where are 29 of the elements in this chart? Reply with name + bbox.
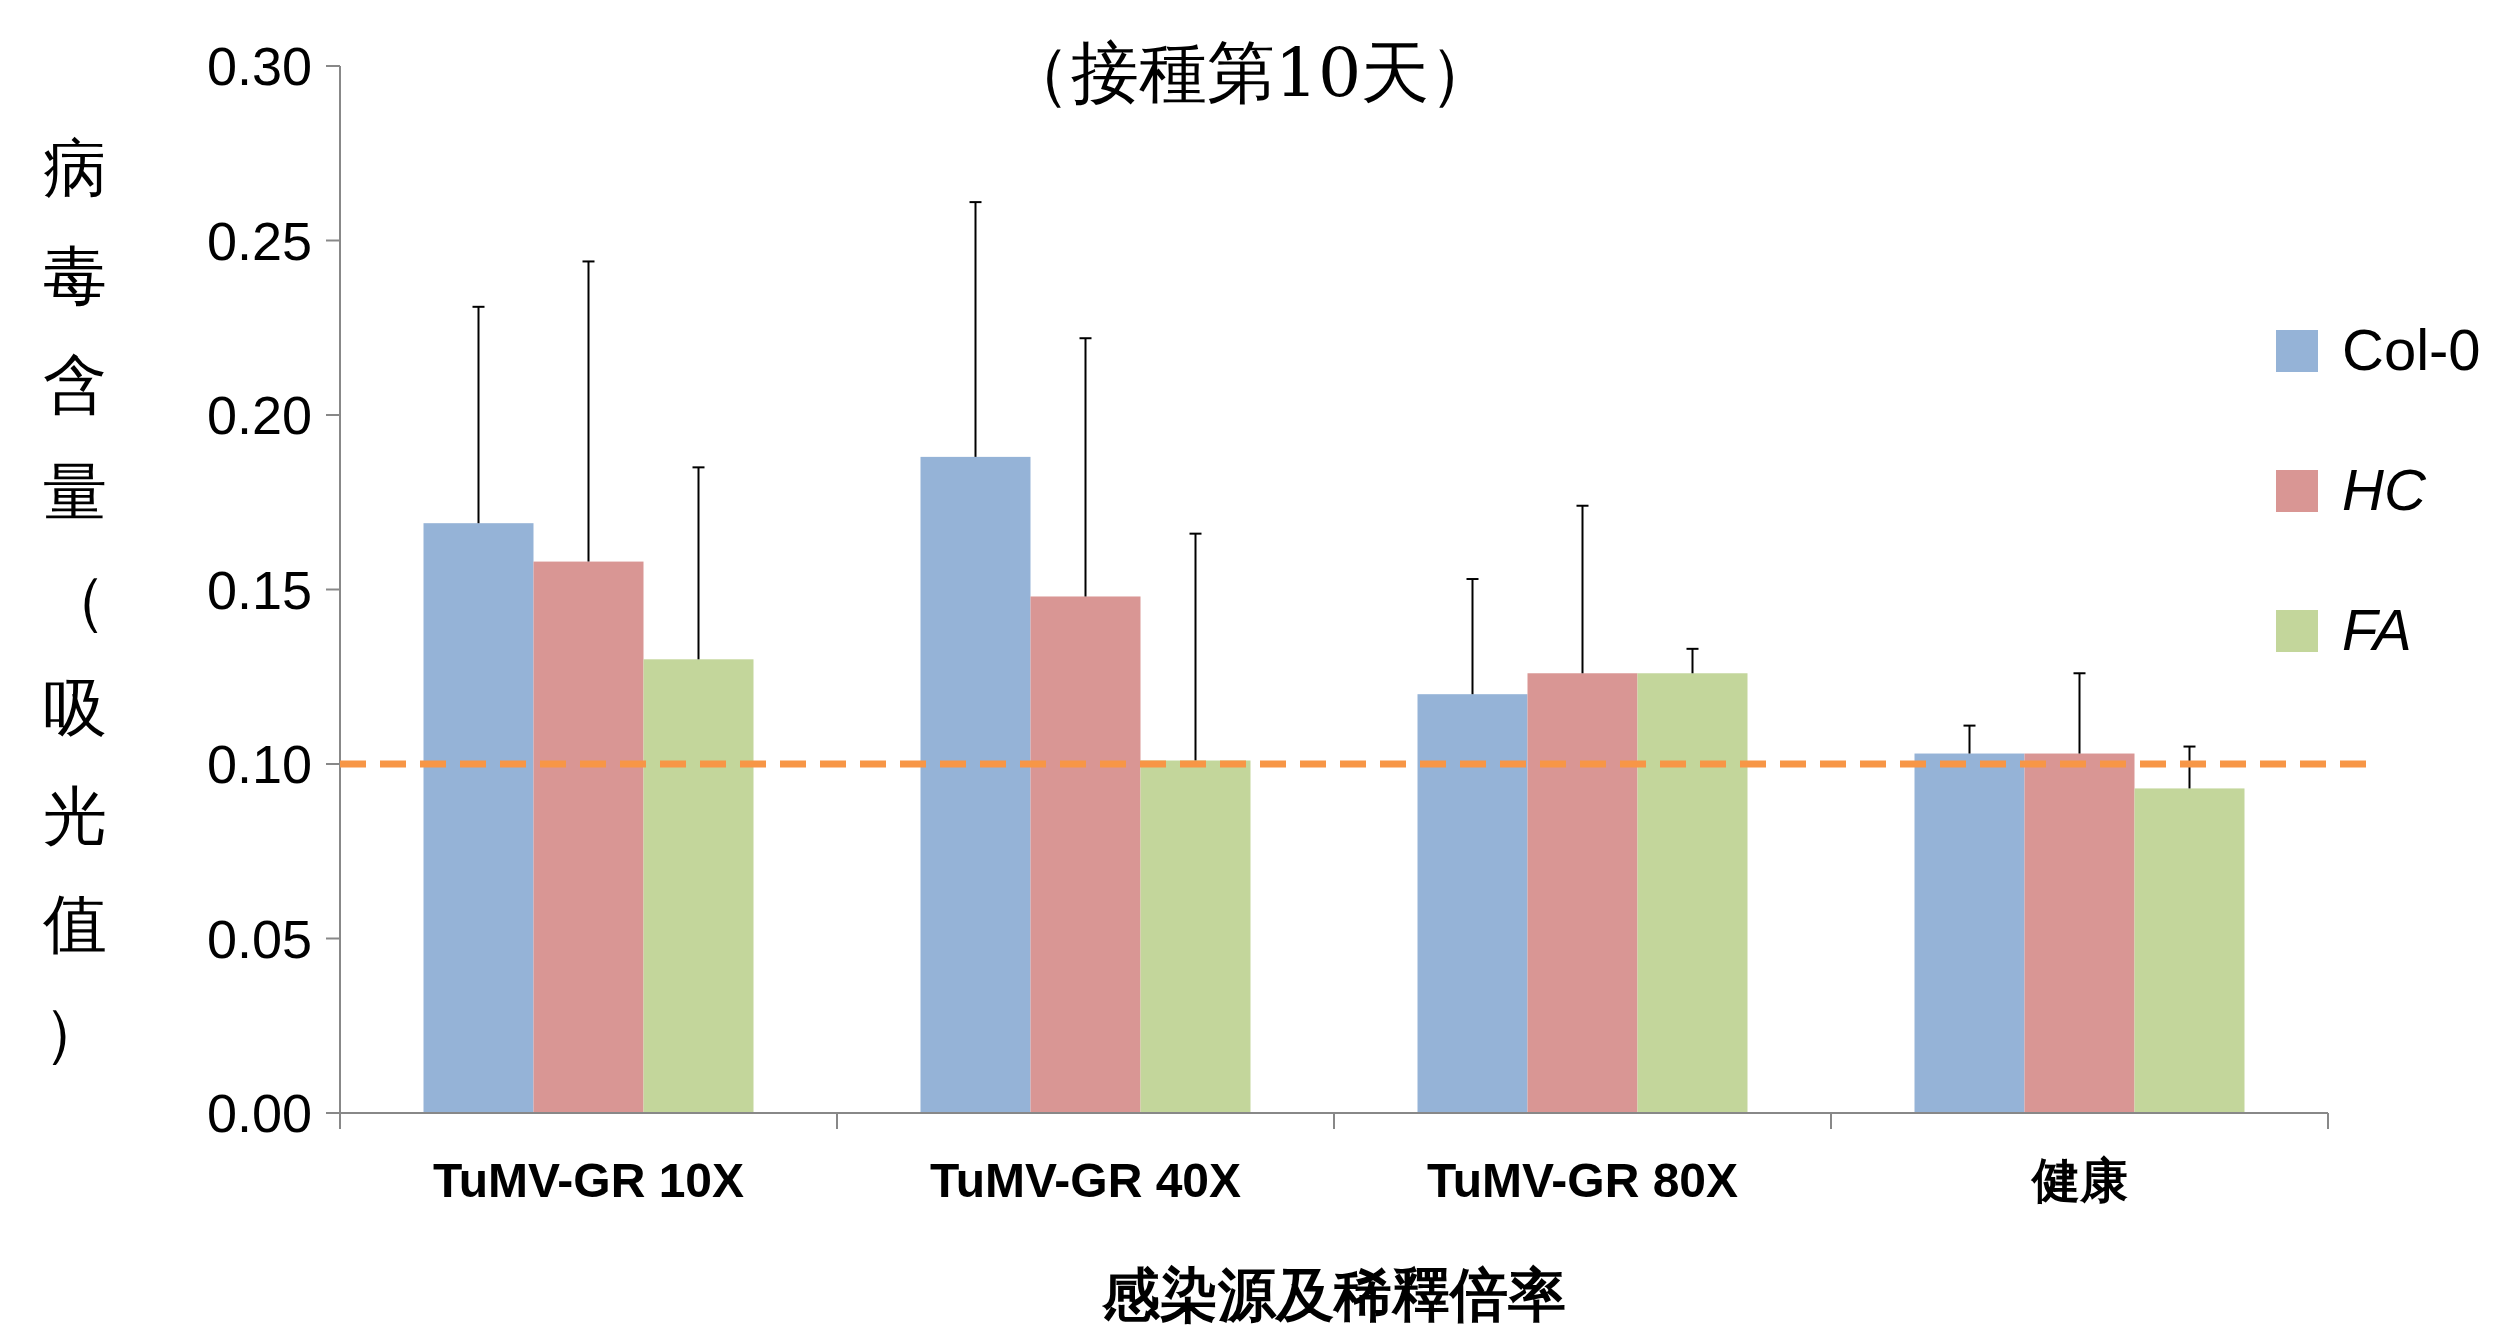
bar <box>1030 596 1141 1113</box>
y-tick-label: 0.05 <box>206 908 312 969</box>
bar <box>533 561 644 1113</box>
bar <box>1140 760 1251 1113</box>
bar <box>1527 673 1638 1113</box>
bar <box>2024 753 2135 1113</box>
bar <box>920 456 1031 1113</box>
y-tick-label: 0.20 <box>206 385 312 445</box>
bar <box>643 659 754 1113</box>
y-tick-label: 0.10 <box>206 734 312 794</box>
text: 病毒含量（吸光值） <box>43 131 107 1069</box>
bar <box>2134 788 2245 1113</box>
x-tick-label: TuMV-GR 80X <box>1426 1154 1739 1207</box>
x-tick-label: TuMV-GR 40X <box>929 1154 1242 1207</box>
x-tick-label: 健康 <box>2029 1154 2128 1207</box>
y-tick-label: 0.25 <box>206 210 312 271</box>
bar <box>1914 753 2025 1113</box>
bar <box>1417 694 1528 1113</box>
y-tick-label: 0.15 <box>206 559 312 620</box>
bar <box>1637 673 1748 1113</box>
chart-title: （接種第10天） <box>1002 33 1498 112</box>
legend-label: HC <box>2342 457 2427 522</box>
x-tick-label: TuMV-GR 10X <box>432 1154 745 1207</box>
y-tick-label: 0.00 <box>206 1083 312 1143</box>
legend-label: FA <box>2342 597 2412 662</box>
legend-label: Col-0 <box>2342 317 2481 382</box>
x-axis-title: 感染源及稀釋倍率 <box>1101 1261 1566 1329</box>
y-tick-label: 0.30 <box>206 36 312 96</box>
bar <box>423 523 534 1113</box>
